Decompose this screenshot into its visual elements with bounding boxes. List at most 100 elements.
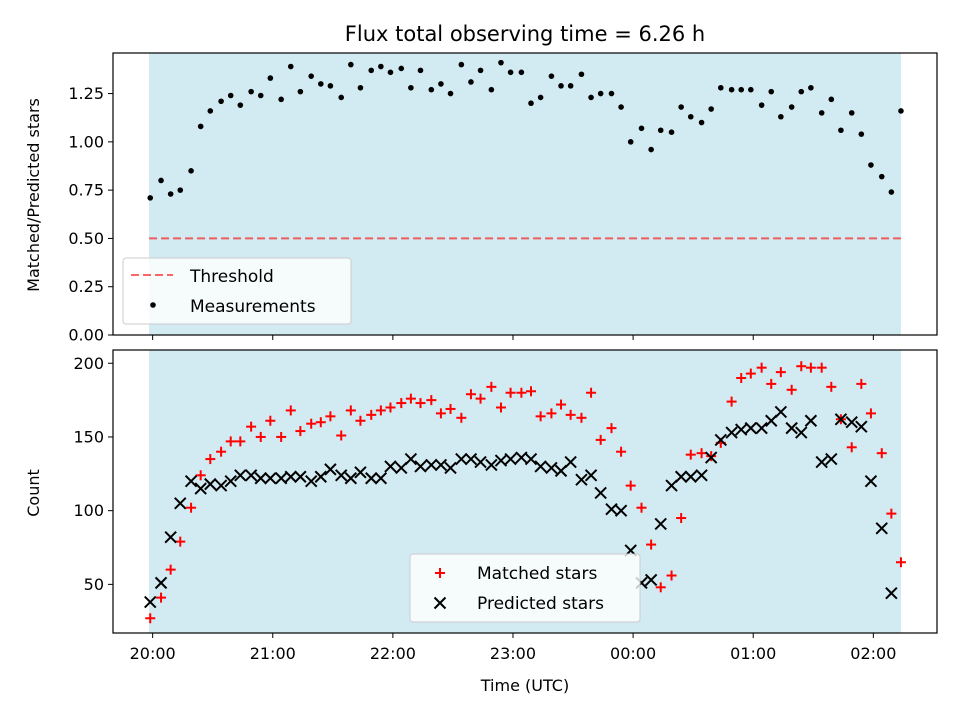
cross-b bbox=[885, 586, 898, 600]
measurement-point bbox=[748, 86, 754, 93]
matched-star-point bbox=[315, 417, 326, 428]
cross-b bbox=[704, 451, 718, 464]
cross-b bbox=[354, 466, 367, 479]
cross-b bbox=[174, 497, 187, 510]
predicted-star-point bbox=[735, 423, 748, 436]
predicted-star-point bbox=[194, 482, 207, 495]
measurement-point bbox=[868, 162, 874, 168]
measurement-point bbox=[828, 96, 835, 103]
matched-star-point bbox=[505, 387, 516, 398]
predicted-star-point bbox=[384, 460, 397, 473]
measurement-point bbox=[488, 86, 495, 93]
cross-b bbox=[534, 460, 547, 473]
predicted-star-point bbox=[825, 452, 838, 466]
measurement-point bbox=[518, 69, 525, 76]
cross-b bbox=[614, 504, 628, 517]
predicted-star-point bbox=[294, 470, 307, 483]
cross-b bbox=[414, 460, 427, 473]
measurement-point bbox=[468, 79, 474, 85]
matched-star-point bbox=[786, 384, 797, 395]
cross-b bbox=[384, 460, 397, 473]
measurement-point bbox=[788, 104, 795, 110]
matched-star-point bbox=[345, 405, 356, 416]
measurement-point bbox=[447, 90, 454, 97]
predicted-star-point bbox=[365, 472, 378, 485]
predicted-star-point bbox=[695, 469, 708, 482]
matched-star-point bbox=[706, 451, 717, 462]
legend-measurements-label: Measurements bbox=[190, 297, 316, 317]
predicted-star-point bbox=[855, 420, 868, 433]
matched-star-point bbox=[526, 386, 537, 397]
measurement-point bbox=[558, 83, 564, 89]
top-ytick-label: 0.00 bbox=[68, 326, 104, 345]
matched-star-point bbox=[445, 403, 456, 414]
measurement-point bbox=[357, 84, 364, 91]
cross-b bbox=[425, 458, 438, 472]
measurement-point bbox=[158, 177, 164, 184]
measurement-point bbox=[608, 90, 615, 97]
cross-b bbox=[855, 420, 868, 433]
cross-b bbox=[284, 470, 297, 483]
cross-b bbox=[314, 470, 328, 483]
top-ytick-label: 0.25 bbox=[68, 277, 104, 296]
legend-predicted-swatch bbox=[433, 596, 447, 610]
cross-b bbox=[444, 461, 457, 475]
predicted-star-point bbox=[834, 413, 848, 426]
predicted-star-point bbox=[444, 461, 457, 475]
predicted-star-point bbox=[154, 576, 168, 590]
top-ytick-label: 1.00 bbox=[68, 132, 104, 151]
measurement-point bbox=[428, 86, 435, 93]
matched-star-point bbox=[216, 446, 227, 457]
cross-b bbox=[304, 474, 318, 488]
matched-star-point bbox=[375, 405, 386, 416]
measurement-point bbox=[768, 88, 775, 95]
matched-star-point bbox=[325, 411, 336, 422]
predicted-star-point bbox=[234, 469, 247, 482]
predicted-star-point bbox=[534, 460, 547, 473]
cross-b bbox=[455, 452, 468, 466]
cross-b bbox=[154, 576, 168, 590]
measurement-point bbox=[458, 61, 465, 68]
measurement-point bbox=[618, 104, 624, 110]
matched-star-point bbox=[756, 362, 767, 373]
measurement-point bbox=[648, 146, 654, 153]
measurement-point bbox=[627, 139, 634, 145]
measurement-point bbox=[778, 113, 784, 120]
top-legend-box bbox=[122, 257, 352, 325]
top-y-axis-label: Matched/Predicted stars bbox=[24, 98, 43, 292]
cross-b bbox=[365, 472, 378, 485]
cross-b bbox=[474, 455, 487, 469]
matched-star-point bbox=[366, 409, 377, 420]
predicted-star-point bbox=[214, 479, 228, 492]
predicted-star-point bbox=[504, 452, 517, 466]
x-axis-label: Time (UTC) bbox=[480, 676, 569, 695]
legend-threshold-label: Threshold bbox=[189, 267, 274, 287]
matched-star-point bbox=[186, 502, 197, 513]
predicted-star-point bbox=[344, 472, 358, 485]
top-ytick-label: 1.25 bbox=[68, 84, 104, 103]
measurement-point bbox=[368, 67, 375, 74]
cross-b bbox=[494, 454, 508, 467]
measurement-point bbox=[808, 84, 814, 91]
cross-b bbox=[864, 474, 878, 488]
matched-star-point bbox=[156, 592, 167, 603]
predicted-star-point bbox=[354, 466, 367, 479]
measurement-point bbox=[567, 83, 574, 89]
cross-b bbox=[294, 470, 307, 483]
bottom-ytick-label: 150 bbox=[73, 427, 104, 446]
predicted-star-point bbox=[564, 455, 577, 469]
matched-star-point bbox=[676, 513, 687, 524]
measurement-point bbox=[287, 63, 294, 70]
matched-star-point bbox=[475, 393, 486, 404]
predicted-star-point bbox=[464, 452, 478, 466]
cross-b bbox=[765, 414, 778, 427]
matched-star-point bbox=[766, 378, 777, 389]
predicted-star-point bbox=[755, 421, 768, 435]
predicted-star-point bbox=[434, 458, 448, 472]
predicted-star-point bbox=[674, 470, 688, 483]
matched-star-point bbox=[435, 408, 446, 419]
measurement-point bbox=[218, 98, 224, 105]
cross-b bbox=[795, 426, 808, 439]
predicted-star-point bbox=[184, 474, 198, 488]
measurement-point bbox=[318, 81, 324, 87]
